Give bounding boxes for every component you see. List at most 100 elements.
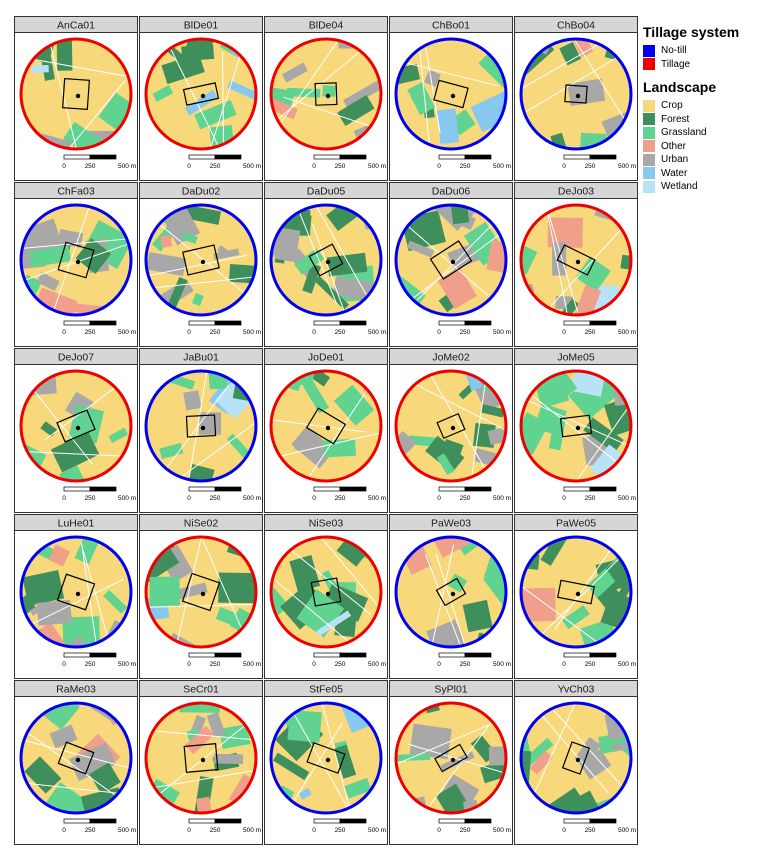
panel-title: YvCh03 — [558, 684, 595, 696]
tillage-ring — [144, 203, 258, 317]
legend-item-water: Water — [643, 167, 739, 181]
legend-tillage-title: Tillage system — [643, 24, 740, 40]
scale-bar-label: 500 m — [243, 661, 261, 668]
panel-header — [264, 680, 388, 697]
tillage-ring — [144, 535, 258, 649]
panel-title: RaMe03 — [56, 684, 96, 696]
focal-field — [561, 741, 591, 775]
panel-title: ChFa03 — [57, 186, 95, 198]
legend-item-no-till: No-till — [643, 44, 739, 58]
panel-title: DaDu02 — [182, 186, 221, 198]
scale-bar-segment — [438, 154, 466, 160]
focal-field — [183, 743, 219, 773]
scale-bar-label: 250 — [460, 329, 471, 336]
tillage-ring — [19, 203, 133, 317]
scale-bar-label: 0 — [62, 495, 66, 502]
scale-bar-label: 250 — [210, 163, 221, 170]
scale-bar-label: 250 — [335, 495, 346, 502]
panel-title: BlDe01 — [184, 20, 219, 32]
map-panel-dadu02: DaDu02 0 250 500 m — [139, 182, 263, 347]
panel-header — [14, 16, 138, 33]
map-panel-dejo03: DeJo03 0 250 500 m — [514, 182, 638, 347]
sampling-point — [450, 757, 456, 763]
map-panel-sypl01: SyPl01 0 250 500 m — [389, 680, 513, 845]
sampling-point — [75, 425, 81, 431]
scale-bar-segment — [188, 154, 216, 160]
scale-bar-label: 0 — [437, 661, 441, 668]
scale-bar-label: 500 m — [493, 329, 511, 336]
scale-bar-label: 250 — [585, 495, 596, 502]
scale-bar-segment — [214, 320, 242, 326]
focal-field — [185, 414, 217, 438]
scale-bar-label: 0 — [62, 163, 66, 170]
tillage-ring — [269, 203, 383, 317]
scale-bar-segment — [563, 652, 591, 658]
landscape-map — [271, 205, 381, 315]
focal-field — [182, 244, 220, 276]
focal-field — [436, 412, 466, 440]
sampling-point — [450, 93, 456, 99]
legend-item-grassland: Grassland — [643, 126, 739, 140]
scale-bar-label: 500 m — [493, 495, 511, 502]
scale-bar-label: 0 — [562, 827, 566, 834]
scale-bar-segment — [89, 320, 117, 326]
map-panel-pawe03: PaWe03 0 250 500 m — [389, 514, 513, 679]
scale-bar-label: 0 — [62, 661, 66, 668]
scale-bar-label: 500 m — [618, 661, 636, 668]
scale-bar-label: 250 — [210, 495, 221, 502]
scale-bar-label: 500 m — [118, 329, 136, 336]
scale-bar-label: 250 — [335, 827, 346, 834]
scale-bar-label: 0 — [187, 163, 191, 170]
scale-bar-segment — [438, 320, 466, 326]
sampling-point — [75, 757, 81, 763]
tillage-ring — [519, 701, 633, 815]
sampling-point — [200, 757, 206, 763]
sampling-point — [200, 93, 206, 99]
scale-bar-label: 500 m — [243, 827, 261, 834]
scale-bar-segment — [339, 818, 367, 824]
focal-field — [305, 407, 347, 445]
scale-bar-segment — [89, 652, 117, 658]
scale-bar-label: 250 — [85, 329, 96, 336]
tillage-ring — [144, 701, 258, 815]
scale-bar-segment — [464, 320, 492, 326]
map-panel-jome02: JoMe02 0 250 500 m — [389, 348, 513, 513]
focal-field — [57, 741, 95, 775]
scale-bar-segment — [188, 652, 216, 658]
scale-bar-label: 0 — [187, 827, 191, 834]
scale-bar-label: 0 — [562, 163, 566, 170]
scale-bar-segment — [339, 652, 367, 658]
scale-bar-label: 250 — [460, 827, 471, 834]
scale-bar-label: 500 m — [118, 163, 136, 170]
scale-bar-label: 0 — [562, 329, 566, 336]
map-panel-yvch03: YvCh03 0 250 500 m — [514, 680, 638, 845]
scale-bar-segment — [214, 652, 242, 658]
map-panel-chbo04: ChBo04 0 250 500 m — [514, 16, 638, 181]
scale-bar-segment — [63, 652, 91, 658]
panel-title: JoMe02 — [432, 352, 470, 364]
panel-title: LuHe01 — [58, 518, 95, 530]
scale-bar-label: 500 m — [368, 329, 386, 336]
legend-item-crop: Crop — [643, 99, 739, 113]
map-panel-nise02: NiSe02 0 250 500 m — [139, 514, 263, 679]
scale-bar-segment — [438, 652, 466, 658]
tillage-ring — [269, 369, 383, 483]
sampling-point — [575, 425, 581, 431]
sampling-point — [575, 591, 581, 597]
panel-title: AnCa01 — [57, 20, 95, 32]
map-panel-chbo01: ChBo01 0 250 500 m — [389, 16, 513, 181]
panel-title: DaDu06 — [432, 186, 471, 198]
tillage-ring — [19, 535, 133, 649]
scale-bar-label: 0 — [312, 495, 316, 502]
legend-item-forest: Forest — [643, 113, 739, 127]
panel-title: JoDe01 — [308, 352, 344, 364]
legend-swatch — [643, 113, 655, 126]
map-panel-dejo07: DeJo07 0 250 500 m — [14, 348, 138, 513]
scale-bar-segment — [563, 154, 591, 160]
sampling-point — [450, 591, 456, 597]
focal-field — [62, 77, 90, 111]
panel-header — [14, 680, 138, 697]
scale-bar-segment — [464, 818, 492, 824]
landscape-map — [146, 703, 256, 813]
legend-swatch — [643, 153, 655, 166]
